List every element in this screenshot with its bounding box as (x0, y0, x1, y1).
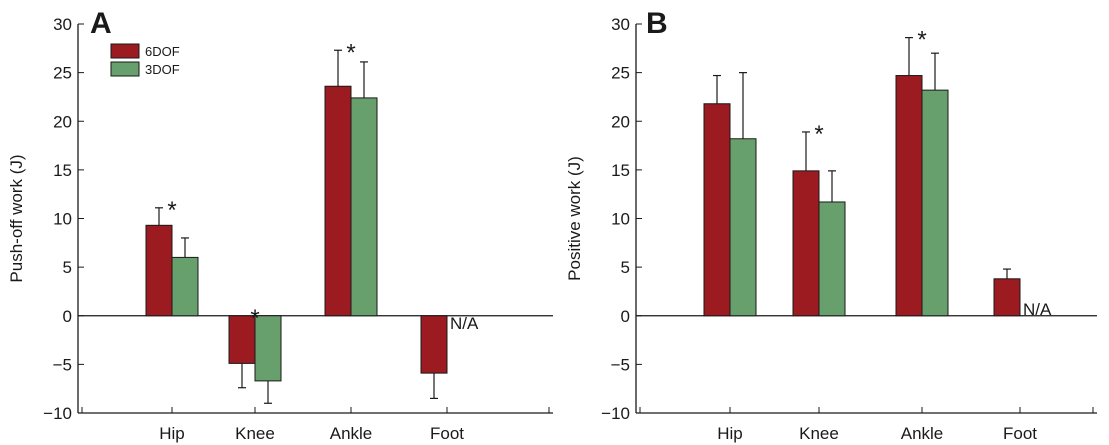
bar-3dof-ankle (921, 89, 949, 317)
y-tick-label: −5 (611, 355, 630, 374)
panel-letter: B (646, 7, 668, 40)
bar-6dof-hip (145, 224, 173, 317)
na-annotation: N/A (450, 314, 479, 333)
y-tick-label: −10 (601, 404, 630, 423)
y-tick-label: −5 (53, 355, 72, 374)
y-tick-label: 30 (53, 15, 72, 34)
y-tick-label: 30 (611, 15, 630, 34)
y-tick-label: 25 (53, 64, 72, 83)
significance-star: * (167, 197, 176, 224)
panel-a: 30 25 20 15 10 5 0 −5 −10 Hip Knee Ankle Foot Push-of… (7, 7, 553, 443)
x-tick-label: Knee (235, 424, 275, 443)
panel-letter: A (90, 7, 112, 40)
x-tick-label: Foot (1003, 424, 1037, 443)
x-tick-label: Ankle (901, 424, 944, 443)
y-tick-label: 25 (611, 64, 630, 83)
y-tick-label: 10 (611, 210, 630, 229)
y-tick-label: 20 (53, 112, 72, 131)
y-axis-label: Push-off work (J) (7, 154, 26, 282)
significance-star: * (814, 121, 823, 148)
y-tick-label: 0 (621, 307, 630, 326)
x-tick-label: Hip (717, 424, 743, 443)
bar-6dof-ankle (324, 85, 352, 317)
legend-label: 6DOF (145, 44, 180, 59)
x-tick-label: Knee (799, 424, 839, 443)
bar-6dof-hip (703, 103, 731, 317)
y-tick-label: 15 (611, 161, 630, 180)
na-annotation: N/A (1023, 300, 1052, 319)
y-tick-label: 10 (53, 210, 72, 229)
y-tick-label: −10 (43, 404, 72, 423)
bar-3dof-ankle (350, 97, 378, 317)
bar-6dof-ankle (895, 75, 923, 317)
y-axis-label: Positive work (J) (565, 156, 584, 281)
legend: 6DOF 3DOF (110, 43, 180, 77)
x-tick-label: Ankle (330, 424, 373, 443)
legend-swatch-6dof (110, 43, 140, 59)
bar-3dof-hip (729, 138, 757, 317)
y-tick-label: 0 (63, 307, 72, 326)
x-tick-label: Foot (430, 424, 464, 443)
x-tick-label: Hip (159, 424, 185, 443)
y-tick-label: 15 (53, 161, 72, 180)
significance-star: * (346, 39, 355, 66)
significance-star: * (250, 305, 259, 332)
significance-star: * (917, 27, 926, 54)
bar-6dof-foot (420, 315, 448, 374)
bar-6dof-foot (993, 278, 1021, 317)
legend-label: 3DOF (145, 62, 180, 77)
bar-3dof-hip (171, 256, 199, 317)
bar-6dof-knee (792, 170, 820, 317)
y-tick-label: 5 (63, 258, 72, 277)
panel-b: 30 25 20 15 10 5 0 −5 −10 Hip Knee Ankle Foot Positiv… (565, 7, 1097, 443)
legend-swatch-3dof (110, 61, 140, 77)
y-tick-label: 20 (611, 112, 630, 131)
bar-3dof-knee (818, 201, 846, 317)
y-tick-label: 5 (621, 258, 630, 277)
